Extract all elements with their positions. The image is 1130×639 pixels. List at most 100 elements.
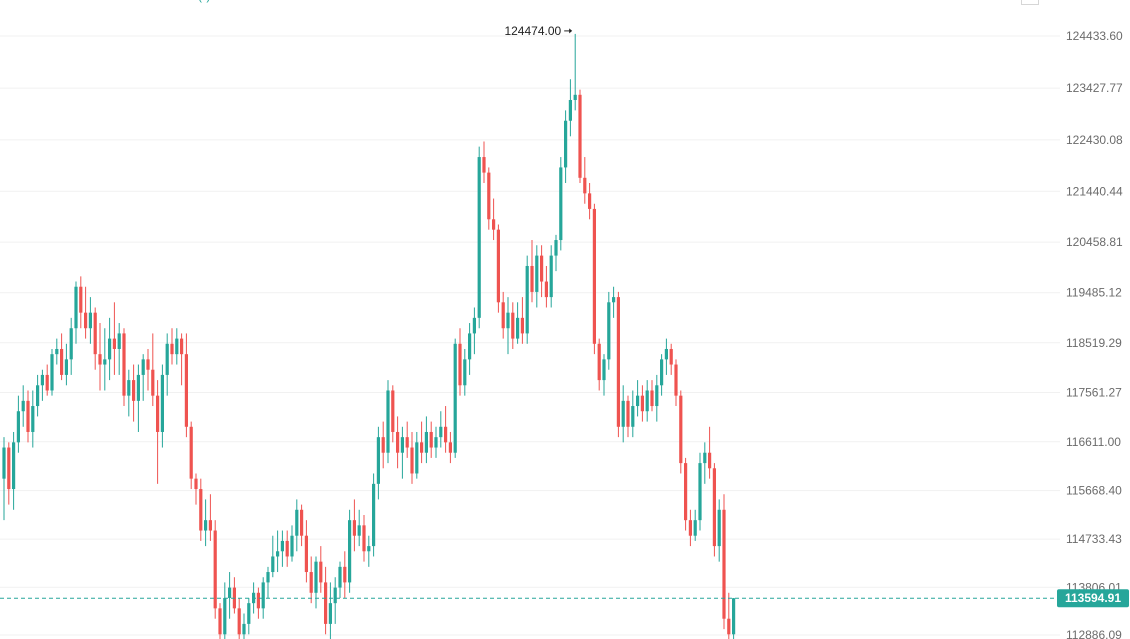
peak-annotation: 124474.00 xyxy=(504,24,573,38)
candle-body xyxy=(492,219,496,230)
candle-body xyxy=(228,587,232,598)
candle-body xyxy=(223,597,227,635)
candle-body xyxy=(712,468,716,547)
y-tick-label: 123427.77 xyxy=(1066,81,1123,95)
candle-body xyxy=(324,582,328,624)
candle-body xyxy=(36,385,40,407)
y-axis: 124433.60 123427.77 122430.08 121440.44 1204… xyxy=(1066,29,1123,639)
y-tick-label: 121440.44 xyxy=(1066,184,1123,198)
candle-body xyxy=(261,582,265,609)
y-tick-label: 120458.81 xyxy=(1066,235,1123,249)
candle-body xyxy=(708,452,712,469)
candle-body xyxy=(516,317,520,339)
candle-body xyxy=(636,395,640,407)
candle-body xyxy=(132,380,136,401)
candle-body xyxy=(247,603,251,624)
candle-body xyxy=(621,400,625,427)
y-tick-label: 119485.12 xyxy=(1066,286,1122,300)
candle-body xyxy=(631,406,635,427)
candle-body xyxy=(136,374,140,401)
candle-body xyxy=(98,354,102,365)
candle-body xyxy=(405,437,409,448)
candle-body xyxy=(559,167,563,241)
candle-body xyxy=(410,447,414,474)
candle-body xyxy=(333,587,337,604)
candle-body xyxy=(420,442,424,453)
candle-body xyxy=(487,172,491,220)
y-tick-label: 124433.60 xyxy=(1066,29,1123,43)
candle-body xyxy=(506,312,510,329)
candle-body xyxy=(328,603,332,624)
grid-lines xyxy=(0,35,1060,636)
candle-body xyxy=(26,400,30,432)
candle-body xyxy=(525,265,529,334)
candle-body xyxy=(511,312,515,339)
y-tick-label: 115668.40 xyxy=(1066,484,1122,498)
current-price-tag-bg xyxy=(1057,589,1129,608)
candle-body xyxy=(391,390,395,432)
candle-body xyxy=(112,338,116,349)
candle-body xyxy=(444,426,448,443)
candle-body xyxy=(544,281,548,298)
candle-body xyxy=(530,265,534,292)
candle-body xyxy=(592,208,596,344)
candle-body xyxy=(156,395,160,432)
candle-body xyxy=(640,395,644,412)
candle-body xyxy=(564,120,568,168)
candle-body xyxy=(660,359,664,386)
candle-body xyxy=(285,540,289,557)
peak-arrow-head-icon xyxy=(569,28,573,34)
candle-body xyxy=(103,359,107,365)
candle-body xyxy=(429,431,433,448)
candle-body xyxy=(448,442,452,453)
header-fragment: ( ) xyxy=(198,0,211,3)
candle-body xyxy=(693,520,697,536)
candle-body xyxy=(669,348,673,365)
candle-body xyxy=(602,359,606,381)
y-tick-label: 122430.08 xyxy=(1066,133,1123,147)
chart-settings-handle[interactable] xyxy=(1021,0,1039,5)
candle-body xyxy=(93,312,97,355)
candle-body xyxy=(400,437,404,453)
current-price-value: 113594.91 xyxy=(1065,591,1121,605)
candle-body xyxy=(213,530,217,609)
candle-body xyxy=(170,343,174,355)
candle-body xyxy=(439,426,443,438)
candle-body xyxy=(549,255,553,298)
candle-body xyxy=(626,400,630,427)
candle-body xyxy=(468,333,472,360)
candle-body xyxy=(482,157,486,173)
candle-body xyxy=(434,437,438,448)
candle-body xyxy=(472,317,476,334)
candle-body xyxy=(237,608,241,635)
candle-body xyxy=(372,483,376,547)
candle-body xyxy=(583,177,587,194)
y-tick-label: 114733.43 xyxy=(1066,532,1122,546)
candle-body xyxy=(84,312,88,329)
candle-body xyxy=(21,400,25,412)
candle-body xyxy=(242,623,246,635)
candle-body xyxy=(540,255,544,282)
candle-body xyxy=(300,509,304,536)
y-tick-label: 116611.00 xyxy=(1066,435,1121,449)
candle-body xyxy=(271,556,275,573)
candle-body xyxy=(674,364,678,396)
candle-body xyxy=(386,390,390,453)
candle-body xyxy=(732,598,736,635)
candle-body xyxy=(520,317,524,334)
candle-body xyxy=(348,520,352,583)
candle-body xyxy=(180,338,184,355)
candle-body xyxy=(453,343,457,453)
candle-body xyxy=(664,348,668,360)
candle-body xyxy=(381,437,385,453)
candle-body xyxy=(496,229,500,303)
candle-body xyxy=(376,437,380,484)
candle-body xyxy=(16,411,20,443)
candle-body xyxy=(415,442,419,474)
candle-body xyxy=(108,338,112,360)
candle-body xyxy=(396,431,400,453)
y-tick-label: 112886.09 xyxy=(1066,628,1122,639)
candle-body xyxy=(160,374,164,432)
candle-body xyxy=(151,369,155,396)
